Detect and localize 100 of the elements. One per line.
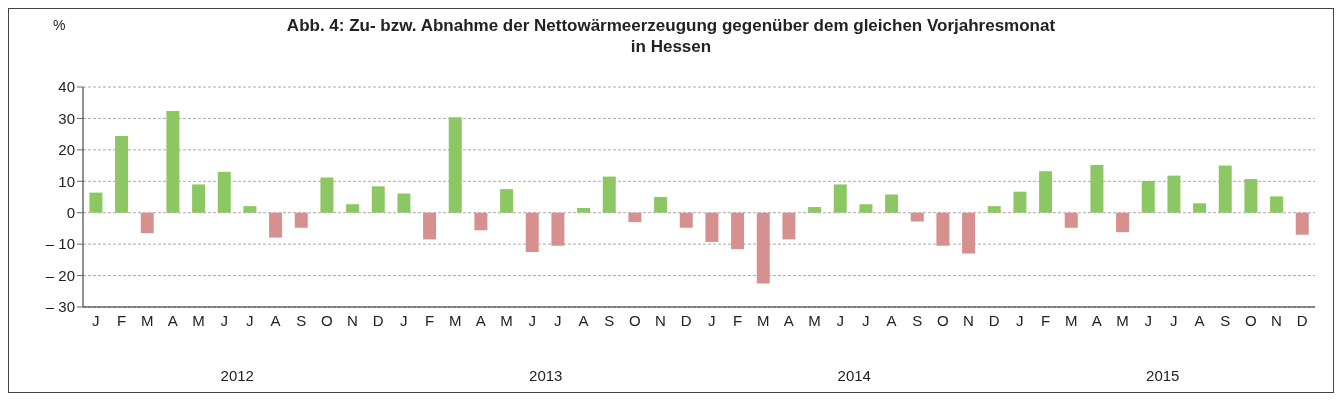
x-tick-label: J <box>246 311 254 329</box>
bar <box>371 186 385 213</box>
bar <box>756 212 770 284</box>
x-tick-label: A <box>886 311 897 329</box>
bar <box>423 212 437 240</box>
x-tick-label: J <box>400 311 408 329</box>
y-tick-label: 20 <box>58 141 75 159</box>
bar <box>731 212 745 250</box>
x-tick-label: F <box>732 311 743 329</box>
y-tick-label: 0 <box>66 204 75 222</box>
x-tick-label: O <box>1245 311 1257 329</box>
bar <box>243 206 257 213</box>
bar <box>1244 179 1258 213</box>
text: 2015 <box>1145 367 1181 384</box>
bar <box>1039 171 1053 213</box>
bar <box>808 207 822 213</box>
text: 2012 <box>219 367 255 384</box>
x-tick-label: J <box>1016 311 1024 329</box>
bar <box>833 184 847 213</box>
bar <box>1270 196 1284 213</box>
y-tick-label: – 20 <box>45 266 75 284</box>
x-tick-label: F <box>424 311 435 329</box>
x-tick-label: N <box>347 311 358 329</box>
y-tick-label: 30 <box>58 109 75 127</box>
bar <box>1090 164 1104 213</box>
x-tick-label: D <box>1296 311 1308 329</box>
bar <box>192 184 206 213</box>
x-tick-label: J <box>836 311 844 329</box>
x-tick-label: S <box>296 311 307 329</box>
x-tick-label: M <box>1116 311 1129 329</box>
x-tick-label: M <box>756 311 770 329</box>
x-tick-label: J <box>92 311 100 329</box>
bar <box>705 212 719 242</box>
bar <box>525 212 539 252</box>
x-tick-label: J <box>708 311 716 329</box>
bar <box>294 212 308 228</box>
x-tick-label: O <box>321 311 333 329</box>
bar <box>577 208 591 213</box>
bar <box>885 194 899 213</box>
x-tick-label: M <box>1064 311 1078 329</box>
x-tick-label: A <box>1091 311 1102 329</box>
x-tick-label: M <box>500 311 513 329</box>
bar <box>1116 212 1130 233</box>
x-tick-label: D <box>680 311 692 329</box>
bar <box>500 189 514 213</box>
bar <box>987 206 1001 213</box>
x-tick-label: D <box>988 311 1000 329</box>
text: 2014 <box>836 367 872 384</box>
x-tick-label: A <box>270 311 281 329</box>
bar <box>346 204 360 213</box>
x-tick-label: D <box>372 311 384 329</box>
bar <box>448 117 462 213</box>
x-tick-label: J <box>1144 311 1152 329</box>
bar <box>269 212 283 238</box>
x-tick-label: M <box>192 311 205 329</box>
bar <box>1193 203 1207 213</box>
x-tick-label: J <box>220 311 228 329</box>
bar <box>397 193 411 213</box>
bar <box>602 176 616 213</box>
bar <box>654 197 668 213</box>
bar <box>962 212 976 254</box>
bar <box>320 177 334 213</box>
bar <box>936 212 950 246</box>
bar <box>474 212 488 231</box>
bar <box>1218 165 1232 213</box>
x-tick-label: A <box>1194 311 1205 329</box>
bar <box>115 136 129 213</box>
bar <box>551 212 565 246</box>
x-tick-label: A <box>167 311 178 329</box>
bar <box>1295 212 1309 235</box>
y-tick-label: – 10 <box>45 235 75 253</box>
x-tick-label: J <box>1170 311 1178 329</box>
x-tick-label: M <box>140 311 154 329</box>
chart-title: Abb. 4: Zu- bzw. Abnahme der Nettowärmeerzeugung gegenüber dem gleichen Vorjahresmonat in Hessen <box>286 16 1056 56</box>
x-tick-label: S <box>604 311 615 329</box>
x-tick-label: N <box>1271 311 1282 329</box>
bar <box>628 212 642 223</box>
x-tick-label: S <box>912 311 923 329</box>
x-tick-label: S <box>1220 311 1231 329</box>
bar <box>1013 191 1027 213</box>
bar <box>140 212 154 234</box>
bar <box>217 171 231 213</box>
x-tick-label: J <box>528 311 536 329</box>
x-tick-label: A <box>783 311 794 329</box>
x-tick-label: O <box>937 311 949 329</box>
x-tick-label: N <box>655 311 666 329</box>
x-tick-label: M <box>808 311 821 329</box>
y-tick-label: – 30 <box>45 298 75 316</box>
bar <box>679 212 693 228</box>
bar <box>1064 212 1078 228</box>
bar <box>89 192 103 213</box>
x-tick-label: J <box>862 311 870 329</box>
text: 2013 <box>528 367 564 384</box>
x-tick-label: O <box>629 311 641 329</box>
x-tick-label: F <box>1040 311 1051 329</box>
bar <box>782 212 796 240</box>
x-tick-label: A <box>578 311 589 329</box>
bar <box>859 204 873 213</box>
x-tick-label: N <box>963 311 974 329</box>
bar <box>910 212 924 222</box>
